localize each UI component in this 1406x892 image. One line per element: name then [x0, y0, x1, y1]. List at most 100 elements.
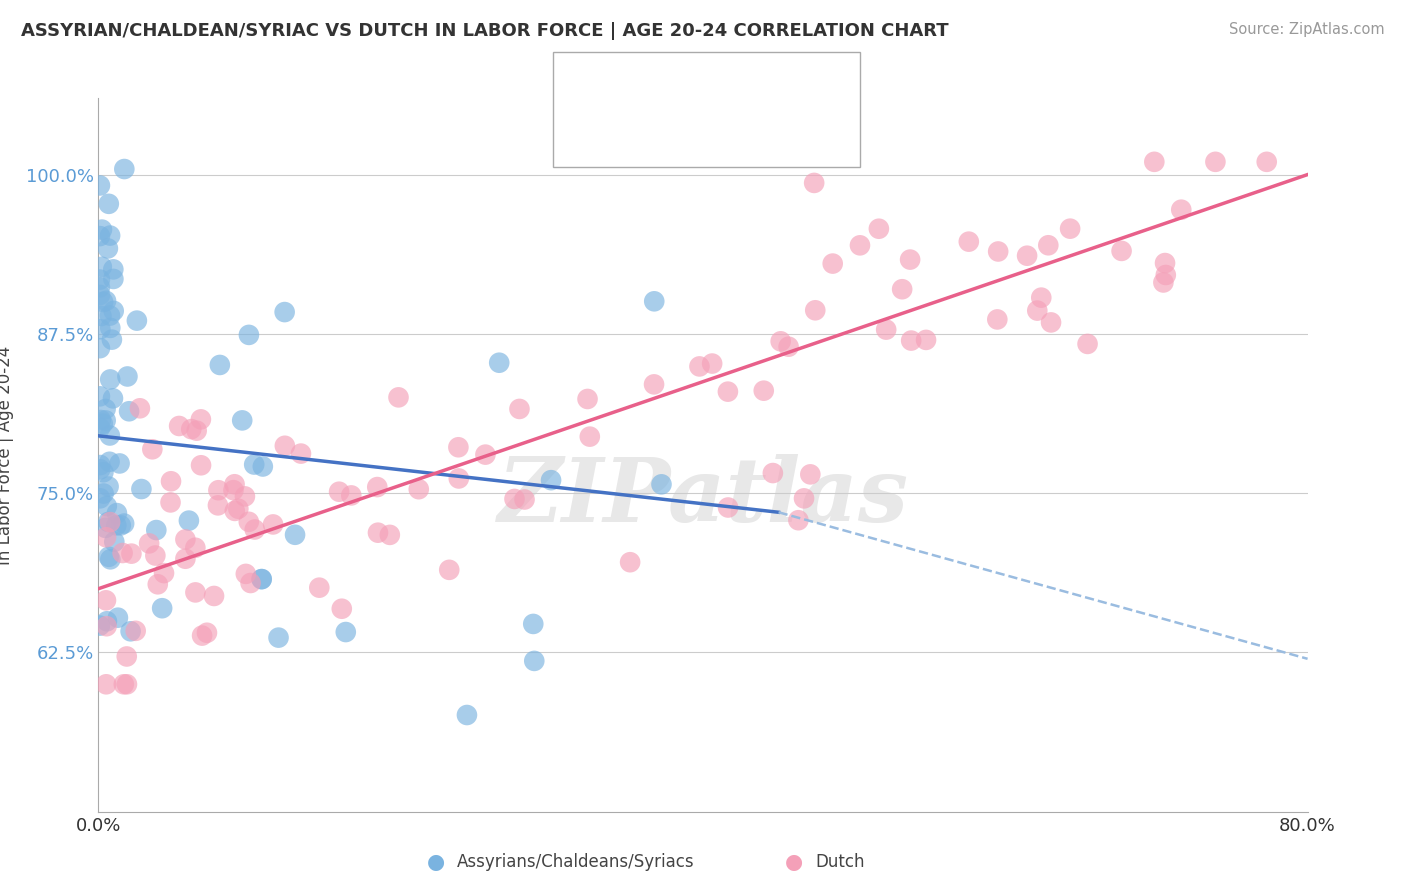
Point: [1038, 238, 1060, 252]
Point: [143, 549, 166, 563]
Point: [115, 649, 138, 664]
Point: [146, 577, 169, 591]
Point: [120, 624, 142, 639]
Point: [91, 294, 114, 309]
Point: [184, 541, 207, 555]
Point: [1154, 268, 1177, 282]
Point: [1154, 256, 1177, 270]
Point: [101, 333, 124, 347]
Point: [778, 340, 800, 354]
Point: [488, 356, 510, 370]
Point: [98, 428, 121, 442]
Point: [717, 500, 740, 515]
Point: [112, 161, 135, 176]
Point: [1017, 249, 1039, 263]
Point: [93, 486, 115, 500]
Point: [107, 610, 129, 624]
Point: [97, 197, 120, 211]
Point: [243, 458, 266, 472]
Point: [208, 358, 231, 372]
Point: [98, 552, 121, 566]
Point: [793, 491, 815, 506]
Point: [115, 677, 138, 691]
Point: [98, 455, 121, 469]
Point: [891, 282, 914, 296]
Point: [207, 483, 229, 498]
Point: [103, 272, 125, 286]
Point: [89, 341, 111, 355]
Point: [650, 477, 672, 491]
Point: [522, 616, 544, 631]
Point: [915, 333, 938, 347]
Point: [141, 442, 163, 457]
Point: [98, 309, 121, 323]
Point: [238, 515, 260, 529]
Point: [94, 293, 117, 308]
Point: [799, 467, 821, 482]
Point: [619, 555, 641, 569]
Point: [89, 389, 111, 403]
Point: [190, 412, 212, 426]
Point: [98, 228, 121, 243]
Text: ●: ●: [786, 852, 803, 871]
Point: [447, 440, 470, 454]
Point: [503, 491, 526, 506]
Point: [89, 491, 111, 506]
Point: [986, 312, 1008, 326]
Point: [89, 178, 111, 193]
Point: [868, 221, 890, 235]
Point: [180, 422, 202, 436]
Point: [702, 357, 724, 371]
Point: [387, 390, 409, 404]
Text: R =: R =: [616, 77, 652, 95]
Text: Assyrians/Chaldeans/Syriacs: Assyrians/Chaldeans/Syriacs: [457, 853, 695, 871]
Point: [110, 518, 132, 533]
Point: [335, 625, 357, 640]
Point: [160, 475, 183, 489]
Point: [89, 618, 111, 632]
Point: [367, 525, 389, 540]
Point: [439, 563, 461, 577]
Point: [97, 515, 120, 529]
Text: ASSYRIAN/CHALDEAN/SYRIAC VS DUTCH IN LABOR FORCE | AGE 20-24 CORRELATION CHART: ASSYRIAN/CHALDEAN/SYRIAC VS DUTCH IN LAB…: [21, 22, 949, 40]
Text: -0.086: -0.086: [666, 77, 731, 95]
Point: [262, 517, 284, 532]
Point: [125, 313, 148, 327]
Point: [250, 572, 273, 586]
Point: [821, 257, 844, 271]
Point: [235, 566, 257, 581]
Point: [105, 506, 128, 520]
Point: [803, 176, 825, 190]
Point: [97, 242, 120, 256]
Point: [688, 359, 710, 374]
Point: [90, 413, 112, 427]
Point: [308, 581, 330, 595]
Point: [94, 521, 117, 535]
Point: [159, 495, 181, 509]
Point: [769, 334, 792, 349]
Text: Source: ZipAtlas.com: Source: ZipAtlas.com: [1229, 22, 1385, 37]
Point: [89, 458, 111, 472]
Point: [239, 576, 262, 591]
Point: [1143, 154, 1166, 169]
Point: [97, 479, 120, 493]
Text: R =: R =: [616, 123, 658, 142]
Point: [1040, 315, 1063, 329]
Text: ZIPatlas: ZIPatlas: [498, 455, 908, 541]
Text: N =: N =: [735, 77, 773, 95]
Point: [1256, 154, 1278, 169]
Point: [804, 303, 827, 318]
Point: [125, 624, 148, 638]
Point: [90, 309, 112, 323]
Point: [1077, 337, 1099, 351]
Point: [207, 499, 229, 513]
Point: [101, 392, 124, 406]
Point: [849, 238, 872, 252]
Point: [118, 404, 141, 418]
Point: [91, 417, 114, 431]
Point: [233, 489, 256, 503]
Point: [112, 516, 135, 531]
Point: [273, 305, 295, 319]
Point: [177, 514, 200, 528]
Point: [96, 619, 118, 633]
